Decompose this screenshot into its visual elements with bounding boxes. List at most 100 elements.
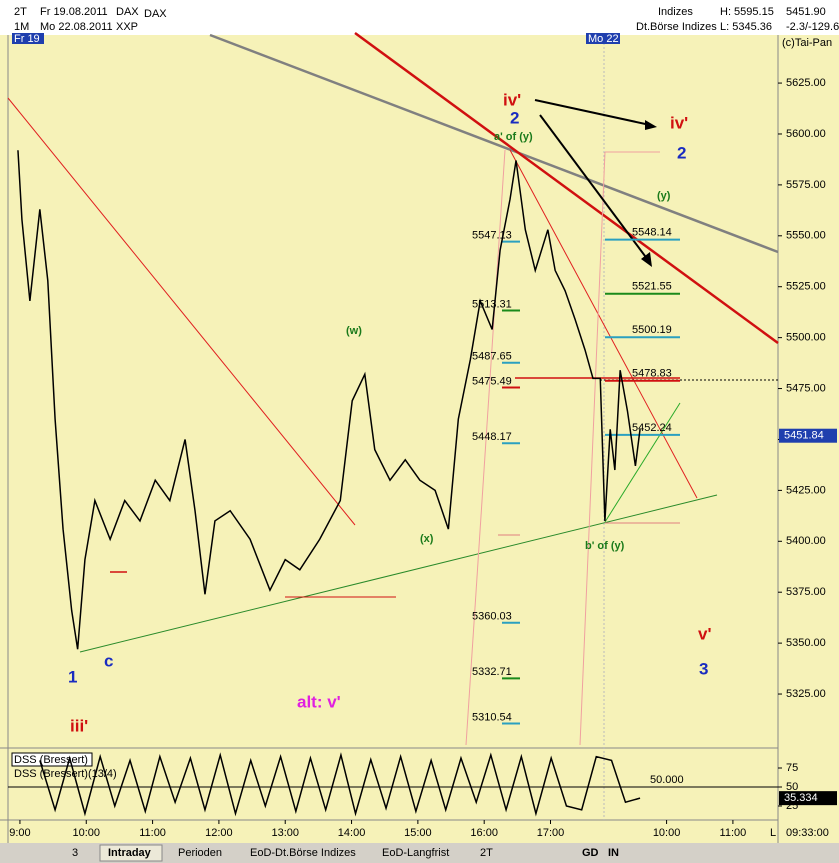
level-label: 5487.65 <box>472 351 512 363</box>
low: L: 5345.36 <box>720 21 772 33</box>
trendline <box>354 31 779 345</box>
day-tag <box>12 33 44 44</box>
level-label: 5448.17 <box>472 431 512 443</box>
dss-tag <box>779 791 837 806</box>
trendline <box>79 494 718 653</box>
last: 5451.90 <box>786 6 826 18</box>
date-from: Fr 19.08.2011 <box>40 6 108 18</box>
wave-label: 1 <box>68 667 77 686</box>
day-label: Mo 22 <box>588 33 619 45</box>
wave-label: 3 <box>699 659 708 678</box>
level-label: 5500.19 <box>632 324 672 336</box>
level-label: 5521.55 <box>632 281 672 293</box>
change: -2.3/-129.6 <box>786 21 839 33</box>
time: 09:33:00 <box>786 827 829 839</box>
wave-label: 2 <box>510 108 519 127</box>
trendlines <box>7 31 779 746</box>
price-line <box>17 150 641 650</box>
wave-label: iv' <box>670 113 688 132</box>
period: 2T <box>14 6 27 18</box>
wave-label: b' of (y) <box>585 540 625 552</box>
toolbar-button[interactable]: IN <box>608 847 619 859</box>
arrow <box>539 114 649 261</box>
tab-label[interactable]: EoD-Langfrist <box>382 847 449 859</box>
wave-label: iii' <box>70 716 88 735</box>
reference-label: 50.000 <box>650 774 684 786</box>
header-bg <box>0 0 839 35</box>
name: DAX <box>144 8 167 20</box>
arrow-head <box>645 120 657 130</box>
price-tag-label: 5451.84 <box>784 430 824 442</box>
day-tag <box>586 33 620 44</box>
y-tick-label: 5375.00 <box>786 586 826 598</box>
wave-label: iv' <box>503 90 521 109</box>
level-label: 5547.13 <box>472 230 512 242</box>
level-label: 5452.24 <box>632 422 672 434</box>
x-tick-label: 16:00 <box>470 827 498 839</box>
y-tick-label: 5625.00 <box>786 77 826 89</box>
day-label: Fr 19 <box>14 33 40 45</box>
y-tick-label: 5550.00 <box>786 230 826 242</box>
arrow-head <box>641 252 652 267</box>
dss-tag-label: 35.334 <box>784 792 818 804</box>
tab-label[interactable]: Perioden <box>178 847 222 859</box>
y-tick-label: 5600.00 <box>786 128 826 140</box>
fib-line <box>579 151 606 746</box>
range: 1M <box>14 21 29 33</box>
trendline <box>7 97 356 526</box>
session-end: L <box>770 827 776 839</box>
x-tick-label: 13:00 <box>271 827 299 839</box>
tab[interactable] <box>99 844 163 862</box>
x-tick-label: 17:00 <box>537 827 565 839</box>
x-tick-label: 12:00 <box>205 827 233 839</box>
x-tick-label: 10:00 <box>72 827 100 839</box>
fib-line <box>465 149 506 746</box>
trendline <box>209 33 779 254</box>
x-tick-label: 10:00 <box>653 827 681 839</box>
price-line <box>39 752 641 817</box>
exchange: XXP <box>116 21 138 33</box>
y-tick-label: 5325.00 <box>786 688 826 700</box>
level-label: 5478.83 <box>632 368 672 380</box>
arrow <box>534 99 651 126</box>
x-tick-label: 15:00 <box>404 827 432 839</box>
wave-label: (x) <box>420 533 434 545</box>
wave-label: 2 <box>677 143 686 162</box>
y-tick-label: 5500.00 <box>786 332 826 344</box>
trendline <box>509 149 698 499</box>
legend-label: DSS (Bressert) <box>14 754 88 766</box>
level-label: 5475.49 <box>472 375 512 387</box>
market: Dt.Börse Indizes <box>636 21 717 33</box>
symbol: DAX <box>116 6 139 18</box>
wave-label: (y) <box>657 190 671 202</box>
y-tick-label: 5475.00 <box>786 382 826 394</box>
y-tick-label: 5575.00 <box>786 179 826 191</box>
y-tick-label: 5525.00 <box>786 281 826 293</box>
price-tag <box>779 428 837 443</box>
date-to: Mo 22.08.2011 <box>40 21 113 33</box>
level-label: 5360.03 <box>472 611 512 623</box>
wave-label: alt: v' <box>297 692 341 711</box>
chart-bg <box>0 35 839 843</box>
trendline <box>604 402 681 523</box>
y-tick-label: 75 <box>786 762 798 774</box>
tab-label[interactable]: EoD-Dt.Börse Indizes <box>250 847 356 859</box>
y-tick-label: 50 <box>786 781 798 793</box>
toolbar-button[interactable]: 2T <box>480 847 493 859</box>
y-tick-label: 5350.00 <box>786 637 826 649</box>
high: H: 5595.15 <box>720 6 774 18</box>
toolbar-bg <box>0 843 839 863</box>
level-label: 5548.14 <box>632 226 672 238</box>
y-tick-label: 5425.00 <box>786 484 826 496</box>
x-tick-label: 14:00 <box>338 827 366 839</box>
level-label: 5332.71 <box>472 666 512 678</box>
count: 3 <box>72 847 78 859</box>
level-label: 5310.54 <box>472 711 512 723</box>
tab-label[interactable]: Intraday <box>108 847 152 859</box>
wave-label: a' of (y) <box>494 131 533 143</box>
x-tick-label: 9:00 <box>9 827 30 839</box>
toolbar-button[interactable]: GD <box>582 847 599 859</box>
y-tick-label: 5400.00 <box>786 535 826 547</box>
